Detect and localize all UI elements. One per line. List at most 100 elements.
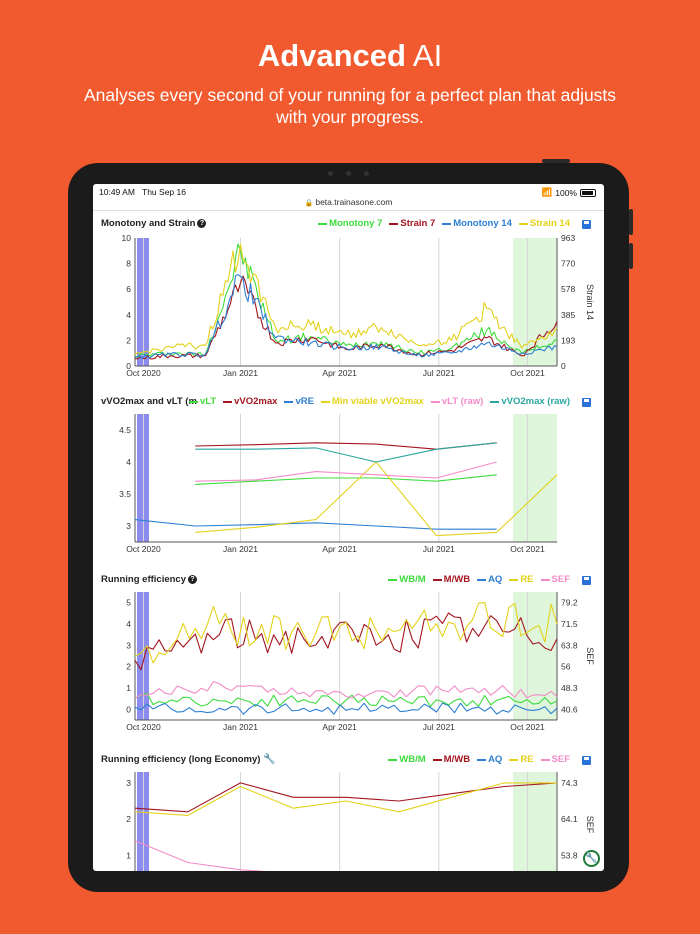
- y-right-axis-label: Strain 14: [585, 284, 595, 320]
- y-tick-label: 8: [126, 259, 131, 269]
- legend-label: vLT: [199, 396, 217, 407]
- legend-item[interactable]: WB/M: [388, 574, 426, 585]
- legend-swatch: [318, 222, 328, 225]
- highlight-band: [513, 414, 557, 542]
- camera-bar: [320, 168, 376, 178]
- legend-item[interactable]: vRE: [284, 396, 314, 407]
- y-right-tick-label: 40.6: [561, 704, 578, 714]
- chart-title-text: vVO2max and vLT (m: [101, 396, 197, 407]
- legend-item[interactable]: WB/M: [388, 754, 426, 765]
- y-tick-label: 6: [126, 284, 131, 294]
- x-tick-label: Jul 2021: [423, 722, 455, 732]
- battery-label: 100%: [555, 187, 577, 198]
- legend-label: Strain 7: [400, 218, 436, 229]
- legend-label: RE: [520, 754, 534, 765]
- settings-fab[interactable]: 🔧: [583, 850, 600, 867]
- legend-swatch: [432, 578, 442, 581]
- legend-item[interactable]: SEF: [540, 754, 570, 765]
- lock-icon: 🔒: [304, 200, 314, 207]
- legend-item[interactable]: SEF: [540, 574, 570, 585]
- volume-down-button: [629, 243, 633, 269]
- legend-item[interactable]: Monotony 7: [318, 218, 382, 229]
- x-tick-label: Apr 2021: [322, 722, 357, 732]
- save-icon[interactable]: [582, 756, 591, 765]
- chart-plot: Oct 2020 Jan 2021 Apr 2021 Jul 2021 Oct 2021…: [126, 592, 595, 732]
- series-line: [134, 702, 558, 715]
- y-right-axis-label: SEF: [585, 816, 595, 834]
- legend-swatch: [509, 758, 519, 761]
- legend-item[interactable]: Monotony 14: [442, 218, 512, 229]
- legend-item[interactable]: M/WB: [432, 754, 471, 765]
- y-tick-label: 2: [126, 335, 131, 345]
- y-tick-label: 2: [126, 662, 131, 672]
- series-line: [134, 782, 557, 816]
- save-icon[interactable]: [582, 576, 591, 585]
- series-line: [134, 680, 558, 700]
- y-tick-label: 1: [126, 683, 131, 693]
- chart-title: Monotony and Strain?: [101, 218, 207, 229]
- volume-up-button: [629, 209, 633, 235]
- battery-icon: [580, 188, 596, 197]
- headline-bold: Advanced: [257, 38, 406, 73]
- legend-item[interactable]: Strain 7: [389, 218, 435, 229]
- legend-item[interactable]: vVO2max: [223, 396, 277, 407]
- legend-item[interactable]: vVO2max (raw): [490, 396, 570, 407]
- url-text: beta.trainasone.com: [315, 197, 393, 207]
- legend-item[interactable]: AQ: [477, 574, 502, 585]
- series-line: [195, 442, 497, 463]
- x-tick-label: Jul 2021: [423, 544, 455, 554]
- legend-label: SEF: [551, 574, 570, 585]
- help-icon[interactable]: ?: [197, 219, 207, 228]
- y-right-tick-label: 385: [561, 310, 575, 320]
- legend-item[interactable]: Min viable vVO2max: [320, 396, 424, 407]
- legend-label: vRE: [295, 396, 314, 407]
- help-icon[interactable]: ?: [187, 575, 197, 584]
- x-tick-label: Oct 2020: [126, 368, 161, 378]
- x-tick-label: Apr 2021: [322, 368, 357, 378]
- legend-item[interactable]: vLT (raw): [430, 396, 483, 407]
- legend-item[interactable]: AQ: [477, 754, 502, 765]
- x-tick-label: Oct 2020: [126, 544, 161, 554]
- y-right-tick-label: 48.3: [561, 683, 578, 693]
- legend-item[interactable]: RE: [509, 574, 534, 585]
- legend-label: SEF: [551, 754, 570, 765]
- save-icon[interactable]: [582, 398, 591, 407]
- legend-item[interactable]: M/WB: [432, 574, 470, 585]
- y-right-tick-label: 53.8: [561, 850, 578, 860]
- legend-swatch: [223, 400, 233, 403]
- y-right-tick-label: 578: [561, 284, 575, 294]
- url-bar[interactable]: 🔒 beta.trainasone.com: [93, 197, 604, 211]
- wrench-icon: 🔧: [585, 853, 598, 864]
- legend-label: WB/M: [399, 574, 426, 585]
- x-tick-label: Jan 2021: [223, 544, 258, 554]
- legend-label: RE: [520, 574, 534, 585]
- chart-title: Running efficiency?: [101, 574, 197, 585]
- legend-label: WB/M: [399, 754, 426, 765]
- power-button: [542, 159, 570, 163]
- series-line: [134, 243, 558, 359]
- highlight-band: [513, 772, 557, 871]
- series-line: [134, 612, 558, 671]
- y-right-tick-label: 71.5: [561, 619, 578, 629]
- wrench-icon[interactable]: 🔧: [263, 754, 276, 765]
- legend-swatch: [540, 758, 550, 761]
- legend-item[interactable]: RE: [509, 754, 534, 765]
- chart-panel: Running efficiency? WB/M M/WB AQ RE SEF Oct 20…: [93, 572, 604, 742]
- status-time: 10:49 AM Thu Sep 16: [99, 187, 186, 197]
- y-right-tick-label: 963: [561, 233, 575, 243]
- series-line: [134, 602, 558, 664]
- y-tick-label: 3: [126, 640, 131, 650]
- chart-plot: Oct 2020 Jan 2021 Apr 2021 Jul 2021 Oct 2021…: [119, 414, 558, 554]
- legend-item[interactable]: Strain 14: [518, 218, 570, 229]
- series-line: [134, 692, 558, 707]
- x-tick-label: Oct 2020: [126, 722, 161, 732]
- legend-item[interactable]: vLT: [188, 396, 217, 407]
- series-line: [195, 461, 497, 482]
- legend-swatch: [518, 222, 528, 225]
- save-icon[interactable]: [582, 220, 591, 229]
- y-right-tick-label: 79.2: [561, 598, 578, 608]
- legend-label: vVO2max (raw): [501, 396, 570, 407]
- legend-label: M/WB: [443, 754, 471, 765]
- y-right-tick-label: 74.3: [561, 778, 578, 788]
- series-line: [134, 782, 558, 813]
